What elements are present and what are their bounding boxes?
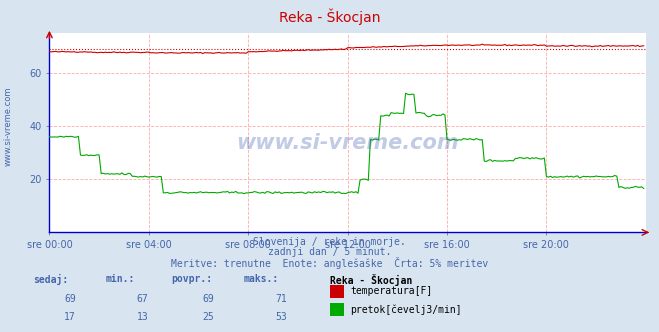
Text: www.si-vreme.com: www.si-vreme.com <box>237 133 459 153</box>
Text: maks.:: maks.: <box>244 274 279 284</box>
Text: zadnji dan / 5 minut.: zadnji dan / 5 minut. <box>268 247 391 257</box>
Text: pretok[čevelj3/min]: pretok[čevelj3/min] <box>351 304 462 315</box>
Text: www.si-vreme.com: www.si-vreme.com <box>3 86 13 166</box>
Text: Slovenija / reke in morje.: Slovenija / reke in morje. <box>253 237 406 247</box>
Text: min.:: min.: <box>105 274 135 284</box>
Text: 17: 17 <box>64 312 76 322</box>
Text: Reka - Škocjan: Reka - Škocjan <box>279 8 380 25</box>
Text: 71: 71 <box>275 294 287 304</box>
Text: 53: 53 <box>275 312 287 322</box>
Text: temperatura[F]: temperatura[F] <box>351 287 433 296</box>
Text: 67: 67 <box>136 294 148 304</box>
Text: 69: 69 <box>64 294 76 304</box>
Text: 13: 13 <box>136 312 148 322</box>
Text: sedaj:: sedaj: <box>33 274 68 285</box>
Text: Reka - Škocjan: Reka - Škocjan <box>330 274 412 286</box>
Text: 25: 25 <box>202 312 214 322</box>
Text: 69: 69 <box>202 294 214 304</box>
Text: povpr.:: povpr.: <box>171 274 212 284</box>
Text: Meritve: trenutne  Enote: anglešaške  Črta: 5% meritev: Meritve: trenutne Enote: anglešaške Črta… <box>171 257 488 269</box>
